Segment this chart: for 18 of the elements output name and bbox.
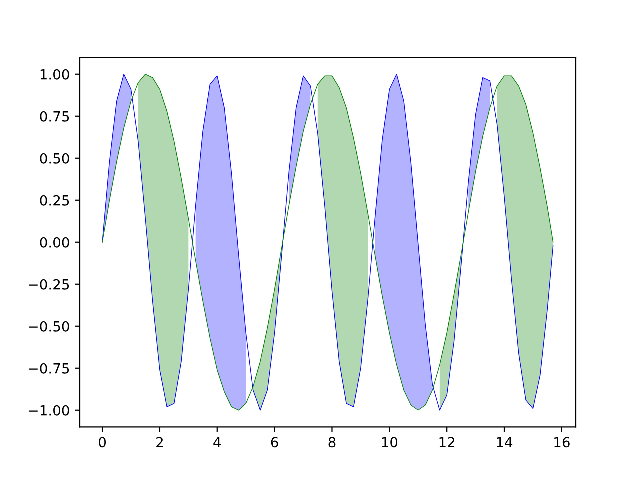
x-tick-label: 0 bbox=[99, 437, 106, 448]
x-tick-label: 12 bbox=[440, 437, 455, 448]
y-tick-label: −0.25 bbox=[29, 279, 70, 290]
y-tick-label: 0.75 bbox=[40, 111, 70, 122]
y-tick-label: 0.00 bbox=[40, 237, 70, 248]
y-tick-label: −0.50 bbox=[29, 321, 70, 332]
y-tick-label: −0.75 bbox=[29, 363, 70, 374]
x-tick-label: 14 bbox=[497, 437, 513, 448]
y-tick-label: −1.00 bbox=[29, 405, 70, 416]
y-tick-label: 0.25 bbox=[40, 195, 70, 206]
x-tick-label: 16 bbox=[554, 437, 570, 448]
x-tick-label: 2 bbox=[156, 437, 163, 448]
x-tick-label: 4 bbox=[214, 437, 222, 448]
x-tick-label: 8 bbox=[328, 437, 336, 448]
x-tick-label: 6 bbox=[271, 437, 278, 448]
y-tick-label: 0.50 bbox=[40, 153, 70, 164]
x-tick-label: 10 bbox=[382, 437, 398, 448]
y-tick-label: 1.00 bbox=[40, 69, 70, 80]
